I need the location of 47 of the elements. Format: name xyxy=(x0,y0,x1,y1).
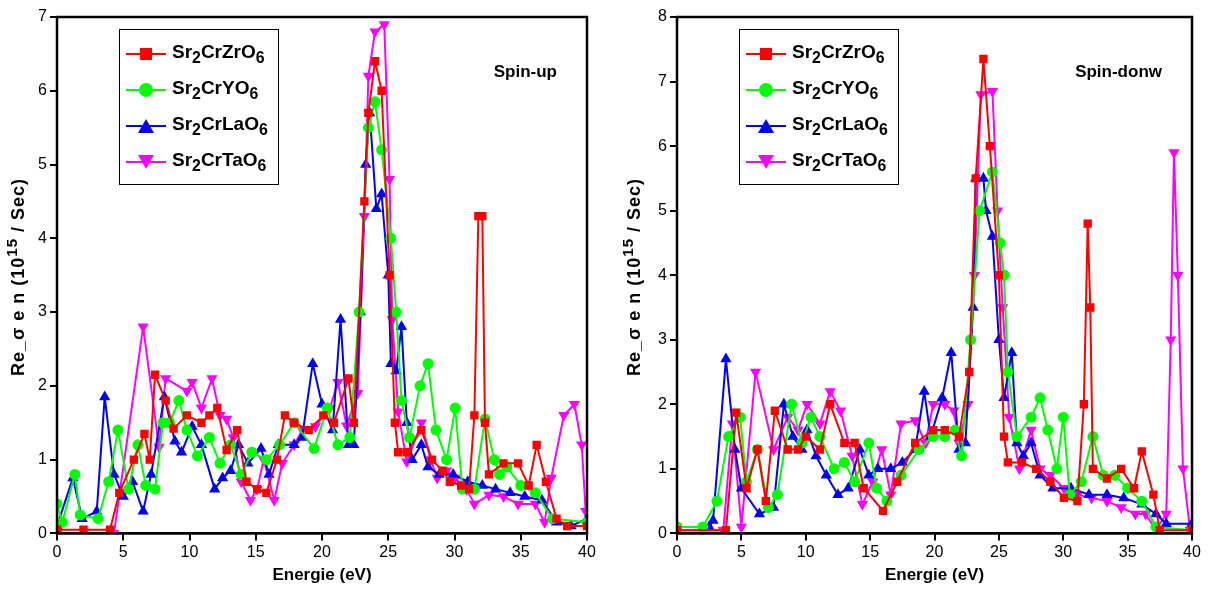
legend-label: Sr$_{2}$CrZrO$_{6}$ xyxy=(792,41,885,67)
legend-label: Sr$_{2}$CrZrO$_{6}$ xyxy=(172,41,265,67)
y-tick-label: 0 xyxy=(38,523,48,541)
x-tick-label: 15 xyxy=(246,543,265,561)
y-tick-label: 5 xyxy=(658,201,668,219)
annotation: Spin-donw xyxy=(1075,61,1163,81)
y-tick-label: 5 xyxy=(38,154,48,172)
x-tick-label: 35 xyxy=(1118,543,1137,561)
x-tick-label: 35 xyxy=(511,543,530,561)
x-tick-label: 5 xyxy=(118,543,128,561)
y-tick-label: 6 xyxy=(38,81,48,99)
legend-label: Sr$_{2}$CrTaO$_{6}$ xyxy=(172,149,267,175)
y-tick-label: 3 xyxy=(658,330,668,348)
x-tick-label: 25 xyxy=(379,543,398,561)
x-tick-label: 30 xyxy=(445,543,464,561)
y-tick-label: 8 xyxy=(658,7,668,25)
y-tick-label: 4 xyxy=(38,228,48,246)
x-tick-label: 15 xyxy=(861,543,880,561)
y-tick-label: 3 xyxy=(38,302,48,320)
legend-label: Sr$_{2}$CrLaO$_{6}$ xyxy=(792,113,888,139)
legend-label: Sr$_{2}$CrLaO$_{6}$ xyxy=(172,113,268,139)
y-tick-label: 7 xyxy=(38,7,48,25)
legend-label: Sr$_{2}$CrYO$_{6}$ xyxy=(172,77,259,103)
legend-label: Sr$_{2}$CrYO$_{6}$ xyxy=(792,77,879,103)
x-tick-label: 5 xyxy=(736,543,746,561)
y-tick-label: 6 xyxy=(658,136,668,154)
y-tick-label: 1 xyxy=(658,459,668,477)
x-tick-label: 10 xyxy=(180,543,199,561)
annotation: Spin-up xyxy=(493,61,557,81)
y-tick-label: 2 xyxy=(38,376,48,394)
x-tick-label: 40 xyxy=(578,543,596,561)
y-tick-label: 1 xyxy=(38,450,48,468)
y-tick-label: 0 xyxy=(658,523,668,541)
x-axis-title: Energie (eV) xyxy=(272,565,372,585)
x-tick-label: 20 xyxy=(925,543,944,561)
x-axis-title: Energie (eV) xyxy=(884,565,985,585)
x-tick-label: 0 xyxy=(52,543,62,561)
x-tick-label: 40 xyxy=(1183,543,1201,561)
x-tick-label: 20 xyxy=(313,543,331,561)
x-tick-label: 30 xyxy=(1054,543,1073,561)
x-tick-label: 0 xyxy=(672,543,682,561)
y-tick-label: 7 xyxy=(658,71,668,89)
legend-label: Sr$_{2}$CrTaO$_{6}$ xyxy=(792,149,887,175)
y-tick-label: 4 xyxy=(658,265,668,283)
y-tick-label: 2 xyxy=(658,394,668,412)
x-tick-label: 25 xyxy=(989,543,1008,561)
x-tick-label: 10 xyxy=(796,543,815,561)
